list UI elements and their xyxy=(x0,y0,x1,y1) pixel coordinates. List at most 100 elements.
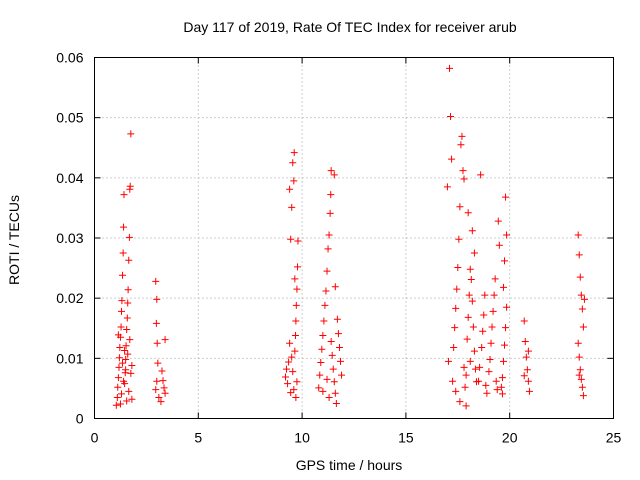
data-point xyxy=(321,301,329,309)
data-point xyxy=(575,371,583,379)
data-point xyxy=(116,400,124,408)
data-point xyxy=(114,383,122,391)
data-point xyxy=(443,183,451,191)
data-point xyxy=(459,167,467,175)
data-point xyxy=(461,383,469,391)
data-point xyxy=(328,351,336,359)
data-point xyxy=(449,377,457,385)
data-point xyxy=(498,374,506,382)
data-point xyxy=(153,295,161,303)
data-point xyxy=(522,353,530,361)
data-point xyxy=(486,356,494,364)
data-point xyxy=(322,287,330,295)
data-point xyxy=(468,227,476,235)
data-point xyxy=(578,383,586,391)
x-tick-label: 25 xyxy=(606,430,622,446)
data-point xyxy=(160,384,168,392)
data-point xyxy=(154,359,162,367)
data-point xyxy=(327,337,335,345)
data-point xyxy=(329,365,337,373)
data-point xyxy=(289,159,297,167)
data-point xyxy=(117,390,125,398)
data-point xyxy=(119,271,127,279)
plot-frame xyxy=(94,57,614,419)
y-axis-label: ROTI / TECUs xyxy=(6,195,22,285)
data-point xyxy=(287,235,295,243)
data-point xyxy=(152,277,160,285)
data-point xyxy=(489,307,497,315)
data-point xyxy=(292,393,300,401)
data-point xyxy=(467,276,475,284)
data-point xyxy=(525,387,533,395)
data-point xyxy=(124,350,132,358)
y-tick-label: 0.05 xyxy=(56,110,83,126)
data-point xyxy=(575,353,583,361)
data-point xyxy=(124,299,132,307)
data-point xyxy=(501,257,509,265)
data-point xyxy=(330,171,338,179)
data-point xyxy=(444,357,452,365)
data-point xyxy=(288,203,296,211)
data-point xyxy=(478,344,486,352)
data-point xyxy=(327,167,335,175)
x-axis-label: GPS time / hours xyxy=(296,457,403,473)
data-point xyxy=(503,231,511,239)
data-point xyxy=(462,402,470,410)
data-point xyxy=(454,263,462,271)
data-point xyxy=(128,395,136,403)
data-point xyxy=(127,369,135,377)
data-point xyxy=(466,265,474,273)
data-point xyxy=(126,336,134,344)
data-point xyxy=(485,368,493,376)
data-point xyxy=(502,193,510,201)
data-point xyxy=(153,339,161,347)
data-point xyxy=(455,235,463,243)
data-point xyxy=(498,390,506,398)
data-point xyxy=(161,336,169,344)
data-point xyxy=(450,344,458,352)
data-point xyxy=(523,366,531,374)
x-axis-ticks: 0 5 10 15 20 25 xyxy=(91,57,622,446)
data-point xyxy=(331,389,339,397)
data-point xyxy=(460,175,468,183)
data-point xyxy=(521,337,529,345)
data-point xyxy=(116,344,124,352)
data-point xyxy=(578,305,586,313)
data-point xyxy=(124,286,132,294)
data-point xyxy=(286,339,294,347)
data-point xyxy=(287,389,295,397)
data-point xyxy=(114,331,122,339)
data-point xyxy=(470,347,478,355)
data-point xyxy=(457,141,465,149)
data-point xyxy=(324,245,332,253)
data-point xyxy=(294,237,302,245)
data-point xyxy=(333,315,341,323)
y-axis-ticks: 0 0.01 0.02 0.03 0.04 0.05 0.06 xyxy=(56,50,614,427)
data-point xyxy=(335,344,343,352)
data-point xyxy=(492,377,500,385)
chart-title: Day 117 of 2019, Rate Of TEC Index for r… xyxy=(183,19,517,35)
data-point xyxy=(577,291,585,299)
data-point xyxy=(456,398,464,406)
data-point xyxy=(332,399,340,407)
data-point xyxy=(119,249,127,257)
data-point xyxy=(577,375,585,383)
data-point xyxy=(463,335,471,343)
data-point xyxy=(285,358,293,366)
data-point xyxy=(117,307,125,315)
data-point xyxy=(120,377,128,385)
data-point xyxy=(576,273,584,281)
data-point xyxy=(122,366,130,374)
data-point xyxy=(326,209,334,217)
data-point xyxy=(291,275,299,283)
x-tick-label: 0 xyxy=(91,430,99,446)
data-point xyxy=(471,365,479,373)
x-tick-label: 5 xyxy=(194,430,202,446)
data-point xyxy=(334,330,342,338)
data-point xyxy=(503,303,511,311)
data-point xyxy=(123,314,131,322)
data-point xyxy=(330,378,338,386)
data-point xyxy=(325,231,333,239)
data-point xyxy=(574,339,582,347)
x-tick-label: 10 xyxy=(294,430,310,446)
